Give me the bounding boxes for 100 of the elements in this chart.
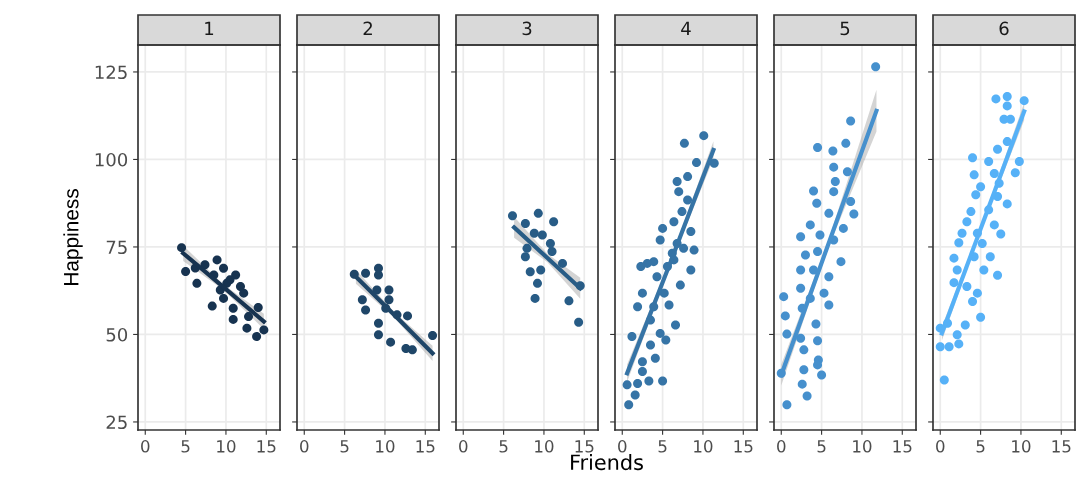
point — [813, 143, 823, 153]
y-tick-label: 25 — [106, 415, 127, 430]
point — [985, 252, 995, 262]
point — [960, 320, 970, 330]
point — [979, 265, 989, 275]
point — [1002, 101, 1012, 111]
point — [976, 182, 986, 192]
point — [952, 265, 962, 275]
point — [384, 285, 394, 295]
point — [811, 319, 821, 329]
point — [547, 247, 557, 256]
point — [846, 196, 856, 206]
x-tick-label: 10 — [376, 440, 395, 453]
point — [944, 342, 954, 352]
point — [779, 292, 789, 302]
point — [644, 376, 654, 386]
point — [954, 238, 964, 248]
point — [637, 288, 647, 298]
point — [817, 370, 827, 380]
x-tick-label: 10 — [535, 440, 554, 453]
point — [830, 177, 840, 186]
point — [968, 153, 978, 163]
point — [813, 247, 823, 256]
point — [971, 190, 981, 200]
y-tick-label: 100 — [95, 152, 128, 167]
point — [622, 380, 632, 390]
x-tick-label: 0 — [459, 440, 468, 453]
point — [829, 162, 839, 172]
point — [689, 245, 699, 255]
point — [679, 138, 689, 148]
point — [536, 265, 546, 275]
point — [259, 325, 269, 335]
point — [537, 230, 547, 240]
point — [871, 62, 881, 72]
point — [686, 265, 696, 275]
point — [1002, 199, 1012, 209]
point — [646, 340, 655, 350]
point — [228, 303, 238, 313]
point — [650, 353, 660, 363]
x-tick-label: 0 — [618, 440, 627, 453]
point — [677, 207, 687, 217]
point — [709, 158, 719, 168]
point — [989, 220, 999, 230]
point — [407, 345, 417, 355]
point — [815, 230, 825, 240]
y-axis-title: Happiness — [63, 189, 83, 286]
point — [935, 342, 945, 352]
point — [373, 330, 383, 340]
point — [849, 209, 859, 219]
point — [242, 323, 252, 333]
point — [574, 317, 584, 327]
point — [969, 170, 979, 180]
point — [361, 305, 371, 315]
point — [824, 272, 834, 282]
point — [1014, 157, 1024, 167]
point — [799, 365, 809, 375]
y-tick-label: 75 — [106, 240, 127, 255]
point — [177, 243, 187, 253]
point — [637, 367, 647, 377]
point — [361, 268, 371, 278]
x-axis-title: Friends — [571, 454, 643, 471]
point — [949, 253, 959, 263]
point — [658, 223, 668, 233]
point — [976, 312, 986, 322]
point — [520, 252, 530, 262]
point — [659, 288, 669, 298]
point — [633, 302, 643, 312]
point — [624, 400, 634, 410]
point — [1010, 168, 1020, 178]
point — [373, 270, 383, 280]
point — [228, 314, 238, 324]
point — [813, 336, 823, 346]
y-tick-label: 50 — [106, 327, 128, 342]
point — [797, 379, 807, 389]
point — [658, 376, 668, 386]
point — [972, 288, 982, 298]
x-tick-label: 15 — [416, 440, 435, 453]
point — [782, 400, 792, 410]
point — [813, 360, 823, 370]
point — [679, 243, 689, 253]
point — [699, 131, 709, 141]
point — [522, 243, 532, 253]
point — [841, 138, 851, 148]
x-tick-label: 5 — [499, 440, 508, 453]
point — [957, 228, 967, 238]
point — [686, 227, 696, 237]
x-tick-label: 5 — [976, 440, 985, 453]
point — [993, 144, 1003, 154]
point — [507, 211, 517, 221]
point — [219, 263, 229, 273]
x-tick-label: 10 — [1012, 440, 1031, 453]
point — [800, 250, 810, 260]
point — [664, 300, 674, 310]
point — [1002, 137, 1012, 147]
point — [796, 333, 806, 343]
point — [1019, 96, 1029, 106]
x-tick-label: 5 — [658, 440, 667, 453]
x-tick-label: 0 — [777, 440, 786, 453]
chart-title: 3 — [522, 21, 532, 36]
point — [836, 257, 846, 267]
